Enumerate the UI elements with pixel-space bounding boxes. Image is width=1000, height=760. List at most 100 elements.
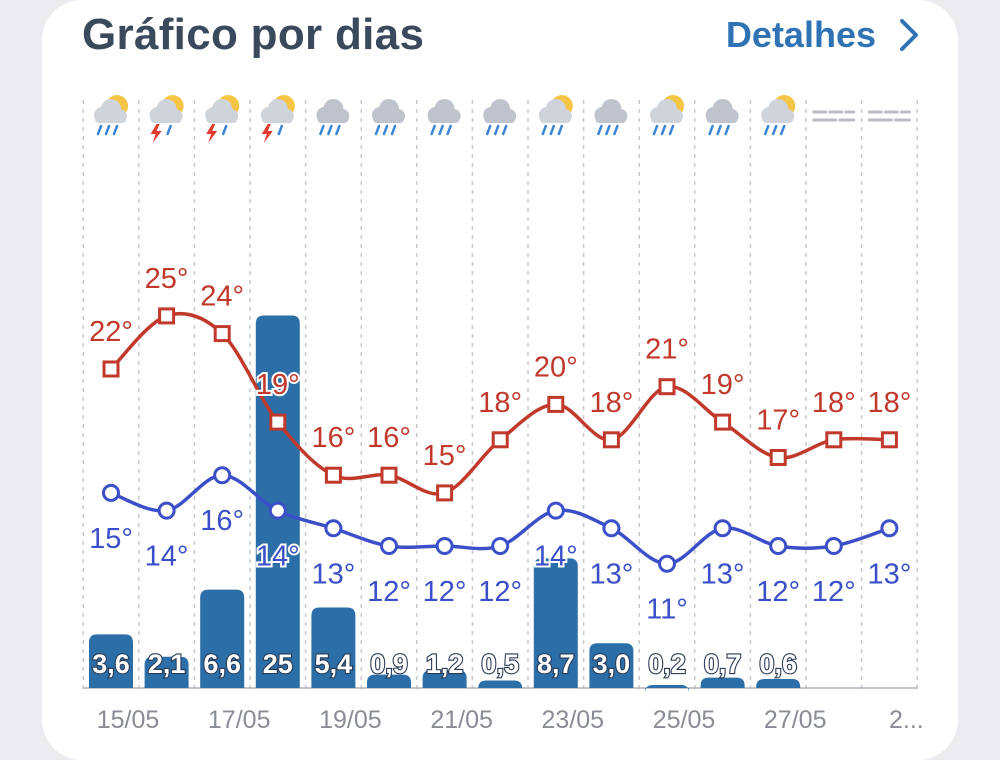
- min-temp-point: [824, 537, 843, 555]
- max-temp-point: [380, 466, 398, 484]
- precipitation-bar: [589, 643, 634, 688]
- max-temp-point: [714, 413, 732, 431]
- fog-icon: [812, 110, 856, 122]
- min-temp-point: [213, 466, 232, 485]
- min-temp-label: 14°: [534, 541, 578, 573]
- x-tick-label: 2...: [889, 706, 924, 733]
- cloud-rain-icon: [594, 99, 628, 136]
- x-tick-label: 19/05: [319, 706, 382, 733]
- cloud-rain-icon: [316, 99, 350, 136]
- precipitation-label: 0,9: [370, 649, 408, 679]
- rain-drop: [112, 124, 119, 136]
- min-temp-point: [268, 501, 287, 520]
- max-temp-point: [213, 325, 231, 343]
- precipitation-bar: [422, 670, 467, 688]
- rain-drop: [668, 124, 675, 136]
- precipitation-bar: [533, 558, 578, 688]
- rain-drop: [493, 124, 500, 136]
- min-temp-label: 13°: [701, 558, 745, 590]
- precipitation-bar: [144, 656, 189, 688]
- cloud-sun-thunder-icon: [149, 95, 184, 143]
- min-temp-label: 15°: [89, 523, 133, 555]
- min-temp-label: 13°: [589, 558, 633, 590]
- max-temp-point: [880, 431, 898, 449]
- rain-drop: [708, 124, 714, 136]
- min-temp-point: [769, 537, 788, 555]
- max-temp-label: 25°: [145, 263, 189, 295]
- cloud-sun-rain-icon: [650, 95, 684, 136]
- max-temp-label: 19°: [701, 369, 745, 401]
- min-temp-point: [324, 519, 343, 538]
- max-temp-point: [547, 395, 565, 413]
- details-link[interactable]: Detalhes: [726, 14, 920, 56]
- x-tick-label: 15/05: [97, 706, 160, 733]
- precipitation-label: 2,1: [148, 649, 186, 679]
- rain-drop: [724, 124, 730, 136]
- max-temp-label: 20°: [534, 351, 578, 383]
- min-temp-point: [157, 501, 176, 520]
- max-temp-point: [825, 431, 843, 449]
- precipitation-bar: [89, 634, 133, 688]
- rain-drop: [763, 124, 770, 136]
- lightning-bolt: [206, 124, 218, 143]
- precipitation-label: 1,2: [426, 649, 464, 679]
- cloud-base: [206, 114, 238, 123]
- cloud-base: [706, 114, 738, 123]
- max-temp-label: 17°: [756, 405, 800, 437]
- precipitation-label: 0,7: [704, 649, 742, 679]
- precipitation-bar: [700, 677, 745, 688]
- precipitation-bar: [367, 674, 411, 688]
- precipitation-bar: [311, 607, 356, 688]
- cloud-base: [651, 114, 682, 123]
- rain-drop: [485, 124, 492, 136]
- rain-drop: [605, 124, 611, 136]
- cloud-base: [539, 114, 571, 123]
- rain-drop: [549, 124, 556, 136]
- precipitation-label: 0,6: [759, 649, 797, 679]
- precipitation-bar: [478, 680, 523, 689]
- min-temp-label: 12°: [812, 576, 856, 608]
- precipitation-bar: [756, 679, 801, 688]
- max-temp-point: [436, 484, 454, 502]
- rain-drop: [277, 124, 284, 136]
- precipitation-label: 0,2: [648, 649, 686, 679]
- x-tick-label: 21/05: [430, 706, 493, 733]
- rain-drop: [613, 124, 619, 136]
- precipitation-label: 0,5: [481, 649, 519, 679]
- fog-icon: [867, 110, 911, 122]
- rain-drop: [319, 124, 325, 136]
- cloud-base: [150, 114, 182, 123]
- precipitation-label: 3,6: [92, 649, 130, 679]
- min-temp-label: 12°: [423, 576, 467, 608]
- min-temp-label: 16°: [200, 505, 244, 537]
- rain-drop: [335, 124, 341, 136]
- daily-forecast-chart: 3,6 2,1 6,6 25 5,4 0,9 1,2 0,5 8,7 3,0 0,2 0,7 0,6 22…: [82, 95, 924, 733]
- x-tick-label: 27/05: [764, 706, 827, 733]
- cloud-base: [95, 114, 126, 123]
- cloud-rain-icon: [483, 99, 517, 136]
- cloud-base: [317, 114, 349, 123]
- max-temp-label: 18°: [478, 387, 522, 419]
- precipitation-bar: [645, 685, 689, 694]
- precipitation-label: 25: [263, 649, 293, 679]
- rain-drop: [390, 124, 397, 136]
- precipitation-label: 6,6: [203, 649, 241, 679]
- max-temp-point: [324, 466, 342, 484]
- rain-drop: [652, 124, 659, 136]
- card-header: Gráfico por dias Detalhes: [42, 0, 958, 80]
- rain-drop: [221, 124, 228, 136]
- max-temp-label: 22°: [89, 316, 133, 348]
- max-temp-point: [269, 413, 287, 431]
- max-temp-point: [602, 431, 620, 449]
- min-temp-label: 14°: [145, 541, 189, 573]
- min-temp-label: 12°: [756, 576, 800, 608]
- min-temp-label: 13°: [867, 558, 911, 590]
- rain-drop: [779, 124, 786, 136]
- cloud-sun-rain-icon: [94, 95, 128, 136]
- precipitation-bar: [200, 589, 245, 688]
- cloud-base: [762, 114, 794, 123]
- max-temp-point: [491, 431, 509, 449]
- min-temp-point: [102, 483, 120, 502]
- min-temp-point: [435, 537, 454, 555]
- min-temp-point: [602, 519, 621, 538]
